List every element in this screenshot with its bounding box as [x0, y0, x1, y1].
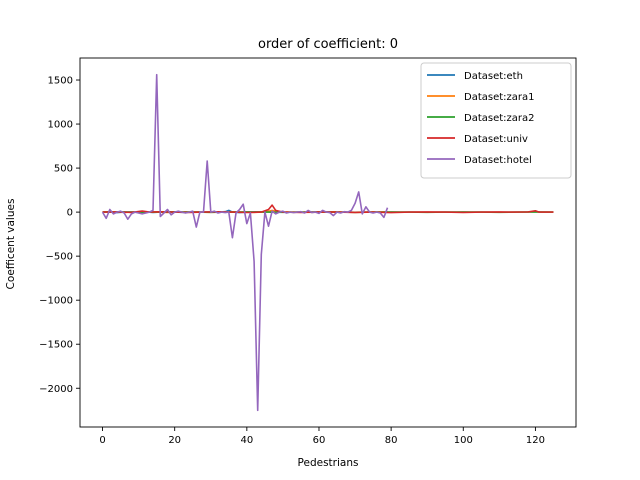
- legend-label: Dataset:eth: [464, 71, 523, 82]
- legend: Dataset:eth Dataset:zara1 Dataset:zara2 Dat…: [420, 62, 572, 179]
- y-axis-ticks: −2000 −1500 −1000 −500 0 500 1000 1500: [39, 76, 80, 395]
- x-tick-label: 20: [168, 435, 181, 446]
- legend-label: Dataset:zara1: [464, 92, 535, 103]
- x-tick-label: 80: [385, 435, 398, 446]
- y-tick-label: −500: [46, 252, 73, 263]
- plot-frame: [79, 57, 577, 428]
- plot-lines: [101, 73, 554, 412]
- x-axis-ticks: 0 20 40 60 80 100 120: [99, 427, 545, 446]
- x-tick-label: 100: [454, 435, 473, 446]
- y-tick-label: 1000: [48, 120, 73, 131]
- y-axis-label: Coefficent values: [5, 199, 17, 290]
- x-tick-label: 0: [99, 435, 105, 446]
- y-tick-label: −2000: [39, 384, 73, 395]
- chart-title: order of coefficient: 0: [258, 37, 398, 52]
- x-tick-label: 120: [526, 435, 545, 446]
- y-tick-label: 1500: [48, 76, 73, 87]
- y-tick-label: −1500: [39, 340, 73, 351]
- legend-label: Dataset:zara2: [464, 113, 535, 124]
- x-tick-label: 40: [240, 435, 253, 446]
- legend-label: Dataset:hotel: [464, 155, 532, 166]
- y-tick-label: −1000: [39, 296, 73, 307]
- axes: [79, 57, 577, 428]
- y-tick-label: 0: [67, 208, 73, 219]
- x-axis-label: Pedestrians: [298, 457, 359, 469]
- legend-box: [420, 62, 572, 179]
- x-tick-label: 60: [313, 435, 326, 446]
- legend-label: Dataset:univ: [464, 134, 528, 145]
- y-tick-label: 500: [54, 164, 73, 175]
- series-line-hotel: [101, 73, 389, 412]
